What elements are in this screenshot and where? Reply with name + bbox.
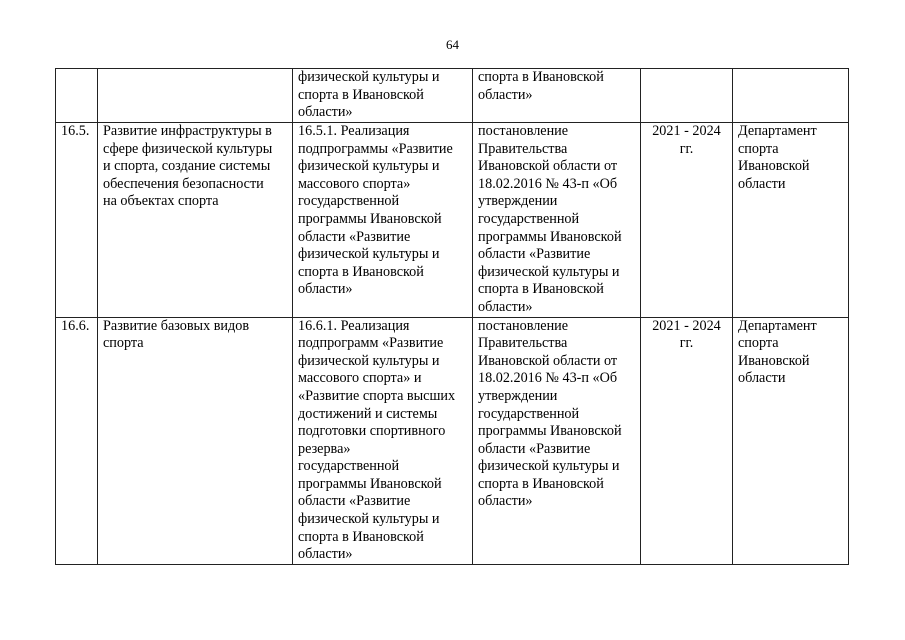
cell-basis: постановление Правительства Ивановской о… xyxy=(472,122,641,318)
cell-num: 16.5. xyxy=(55,122,98,318)
cell-executor: Департамент спорта Ивановской области xyxy=(732,316,849,565)
cell-executor: Департамент спорта Ивановской области xyxy=(732,122,849,318)
cell-name: Развитие базовых видов спорта xyxy=(97,316,293,565)
cell-name: Развитие инфраструктуры в сфере физическ… xyxy=(97,122,293,318)
table-row: 16.5. Развитие инфраструктуры в сфере фи… xyxy=(55,122,849,318)
cell-basis: постановление Правительства Ивановской о… xyxy=(472,316,641,565)
cell-measure: 16.5.1. Реализация подпрограммы «Развити… xyxy=(292,122,473,318)
table-row: 16.6. Развитие базовых видов спорта 16.6… xyxy=(55,316,849,565)
cell-measure: 16.6.1. Реализация подпрограмм «Развитие… xyxy=(292,316,473,565)
cell-basis: спорта в Ивановской области» xyxy=(472,68,641,123)
measures-table: физической культуры и спорта в Ивановско… xyxy=(55,68,849,565)
table-row: физической культуры и спорта в Ивановско… xyxy=(55,68,849,123)
cell-executor xyxy=(732,68,849,123)
cell-num: 16.6. xyxy=(55,316,98,565)
cell-period: 2021 - 2024 гг. xyxy=(640,316,733,565)
cell-name xyxy=(97,68,293,123)
cell-period: 2021 - 2024 гг. xyxy=(640,122,733,318)
cell-measure: физической культуры и спорта в Ивановско… xyxy=(292,68,473,123)
cell-period xyxy=(640,68,733,123)
page-number: 64 xyxy=(446,37,459,52)
cell-num xyxy=(55,68,98,123)
